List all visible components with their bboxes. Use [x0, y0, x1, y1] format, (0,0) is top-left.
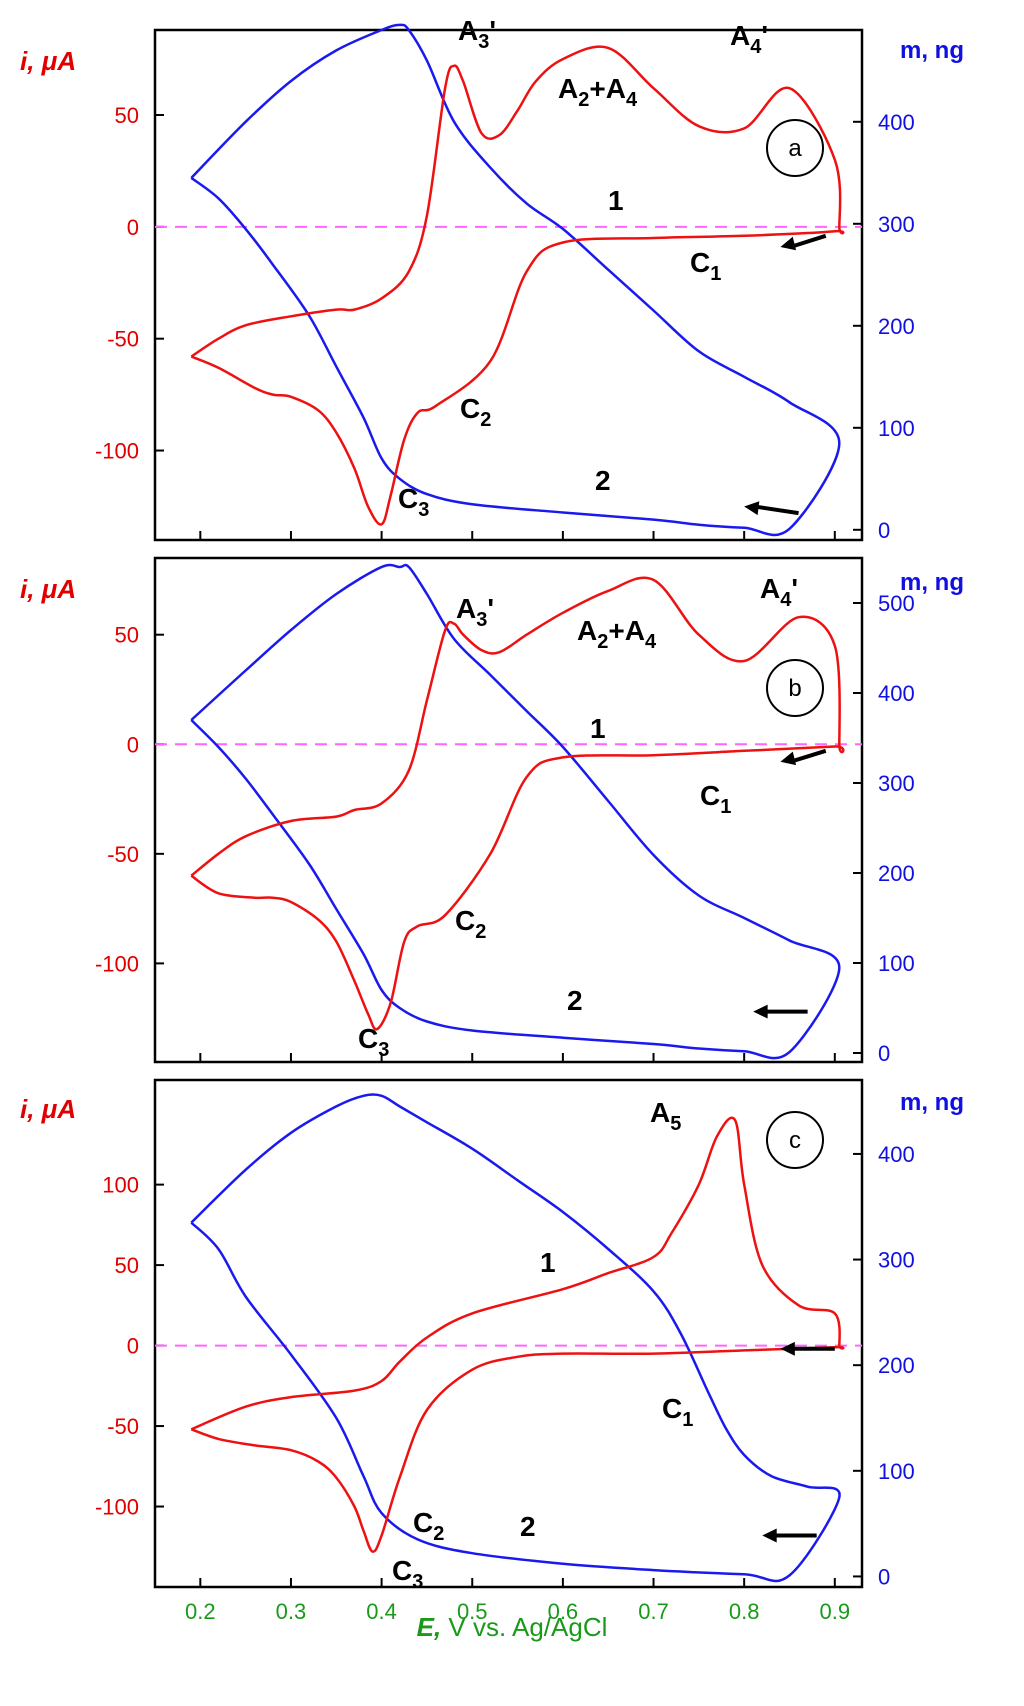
peak-label: A5: [650, 1097, 681, 1135]
current-curve-1: [190, 45, 845, 526]
peak-label: 2: [595, 465, 611, 496]
panel-letter-circle: b: [766, 659, 824, 717]
right-tick-label: 400: [878, 681, 915, 706]
mass-curve-2: [190, 1093, 841, 1583]
peak-label: C2: [455, 905, 486, 943]
right-tick-label: 300: [878, 1248, 915, 1273]
x-tick-label: 0.6: [548, 1599, 579, 1624]
left-tick-label: 0: [127, 215, 139, 240]
x-tick-label: 0.2: [185, 1599, 216, 1624]
peak-label: C3: [392, 1555, 423, 1593]
peak-label: A2+A4: [577, 615, 657, 653]
peak-label: 1: [608, 185, 624, 216]
peak-label: A3': [458, 15, 496, 53]
left-tick-label: 0: [127, 1334, 139, 1359]
peak-label: C3: [358, 1023, 389, 1061]
right-tick-label: 200: [878, 1353, 915, 1378]
peak-label: 1: [590, 713, 606, 744]
peak-label: A4': [730, 20, 768, 58]
scan-direction-arrow: [744, 501, 799, 516]
left-tick-label: -100: [95, 951, 139, 976]
peak-label: C2: [460, 393, 491, 431]
left-axis-label: i, μA: [20, 574, 76, 604]
left-tick-label: 50: [115, 1253, 139, 1278]
mass-curve-2: [190, 563, 841, 1060]
x-tick-label: 0.5: [457, 1599, 488, 1624]
peak-label: 2: [567, 985, 583, 1016]
peak-label: C2: [413, 1507, 444, 1545]
scan-direction-arrow: [780, 748, 827, 766]
panel-c: 100 50 0 -50 -100 400 300 200 100 0 i, μA m, ng c A5 1…: [20, 1078, 964, 1593]
x-axis: 0.2 0.3 0.4 0.5 0.6 0.7 0.8 0.9 E, V vs. Ag/AgCl: [185, 1599, 850, 1642]
x-tick-label: 0.9: [820, 1599, 851, 1624]
plot-frame: [153, 28, 864, 542]
panel-letter: b: [788, 675, 801, 702]
x-axis-label: E, V vs. Ag/AgCl: [417, 1612, 608, 1642]
peak-label: 2: [520, 1511, 536, 1542]
right-tick-label: 100: [878, 1459, 915, 1484]
plot-frame: [153, 556, 864, 1064]
scan-direction-arrow: [780, 1341, 835, 1356]
left-tick-label: -50: [107, 1414, 139, 1439]
peak-label: C1: [700, 780, 731, 818]
right-tick-label: 300: [878, 771, 915, 796]
right-tick-label: 0: [878, 1564, 890, 1589]
left-tick-label: -100: [95, 439, 139, 464]
current-curve-1: [190, 1116, 845, 1553]
right-tick-label: 200: [878, 314, 915, 339]
left-axis-label: i, μA: [20, 1094, 76, 1124]
right-axis-label: m, ng: [900, 569, 964, 596]
x-tick-label: 0.7: [638, 1599, 669, 1624]
left-tick-label: 50: [115, 623, 139, 648]
left-tick-label: -50: [107, 842, 139, 867]
panel-letter: a: [788, 135, 802, 162]
peak-label: C1: [690, 247, 721, 285]
left-tick-label: 100: [102, 1173, 139, 1198]
panel-a: 50 0 -50 -100 400 300 200 100 0 i, μA m, ng a A3' A2+…: [20, 15, 964, 543]
scan-direction-arrow: [780, 233, 827, 251]
right-tick-label: 500: [878, 591, 915, 616]
peak-label: A2+A4: [558, 73, 638, 111]
right-tick-label: 400: [878, 110, 915, 135]
peak-label: 1: [540, 1247, 556, 1278]
x-tick-label: 0.3: [276, 1599, 307, 1624]
left-tick-label: 0: [127, 732, 139, 757]
right-tick-label: 100: [878, 416, 915, 441]
left-tick-label: -100: [95, 1495, 139, 1520]
x-tick-label: 0.8: [729, 1599, 760, 1624]
peak-label: C1: [662, 1393, 693, 1431]
left-axis-label: i, μA: [20, 46, 76, 76]
right-tick-label: 400: [878, 1142, 915, 1167]
panel-letter: c: [789, 1127, 801, 1154]
scan-direction-arrow: [762, 1528, 817, 1543]
peak-label: C3: [398, 483, 429, 521]
mass-curve-2: [190, 23, 841, 537]
left-tick-label: 50: [115, 103, 139, 128]
right-tick-label: 200: [878, 861, 915, 886]
right-tick-label: 0: [878, 1041, 890, 1066]
panel-letter-circle: c: [766, 1111, 824, 1169]
panel-letter-circle: a: [766, 119, 824, 177]
x-tick-label: 0.4: [366, 1599, 397, 1624]
right-axis-label: m, ng: [900, 37, 964, 64]
peak-label: A3': [456, 593, 494, 631]
plot-frame: [153, 1078, 864, 1589]
left-tick-label: -50: [107, 327, 139, 352]
right-tick-label: 300: [878, 212, 915, 237]
right-tick-label: 0: [878, 518, 890, 543]
peak-label: A4': [760, 573, 798, 611]
right-tick-label: 100: [878, 951, 915, 976]
scan-direction-arrow: [753, 1004, 808, 1019]
right-axis-label: m, ng: [900, 1089, 964, 1116]
current-curve-1: [190, 576, 845, 1031]
